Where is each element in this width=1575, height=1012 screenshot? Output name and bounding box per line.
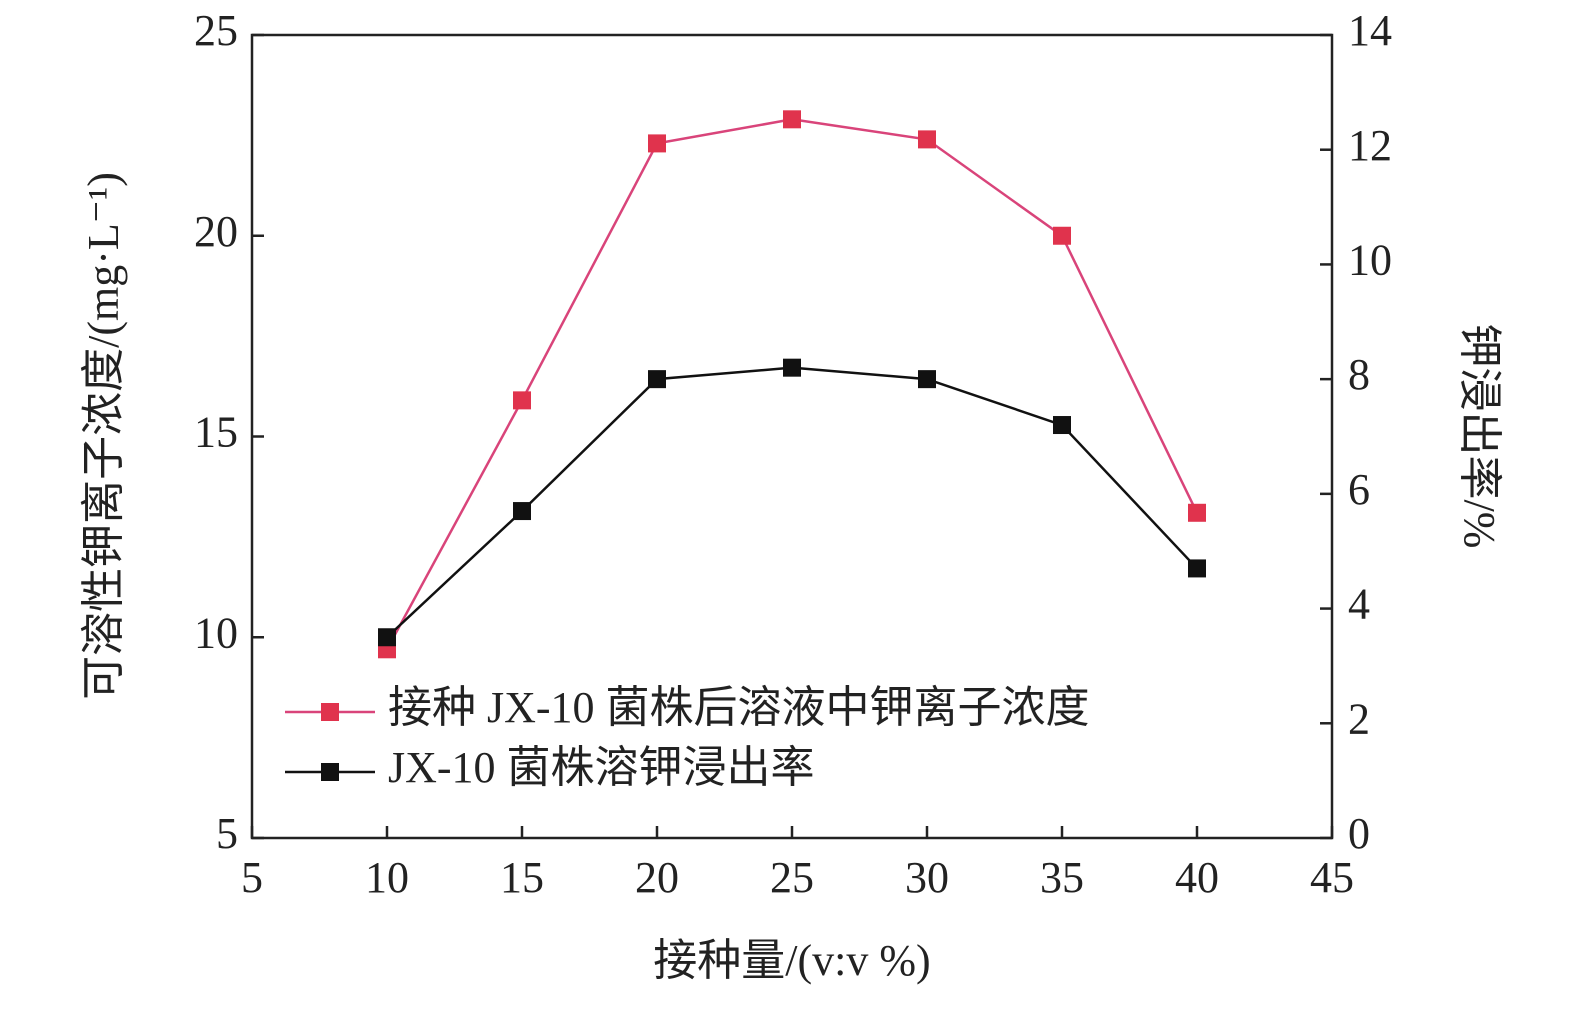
y2-tick-label: 2 (1348, 694, 1370, 743)
x-tick-label: 45 (1310, 853, 1354, 902)
y-tick-label: 20 (194, 207, 238, 256)
x-tick-label: 35 (1040, 853, 1084, 902)
y2-tick-label: 12 (1348, 121, 1392, 170)
y2-axis-label: 钾浸出率/% (1455, 324, 1504, 549)
point (783, 110, 801, 129)
series-line (386, 366, 1198, 639)
point (648, 370, 666, 389)
y-tick-label: 25 (194, 6, 238, 55)
x-tick-label: 20 (635, 853, 679, 902)
y2-tick-label: 8 (1348, 350, 1370, 399)
point (1188, 503, 1206, 522)
legend-label: 接种 JX-10 菌株后溶液中钾离子浓度 (388, 683, 1090, 732)
y-tick-label: 5 (216, 809, 238, 858)
point (513, 502, 531, 521)
point (1053, 416, 1071, 435)
legend-label: JX-10 菌株溶钾浸出率 (388, 743, 815, 792)
y2-tick-label: 10 (1348, 236, 1392, 285)
x-tick-label: 15 (500, 853, 544, 902)
y-tick-label: 15 (194, 408, 238, 457)
point (378, 628, 396, 647)
x-tick-label: 30 (905, 853, 949, 902)
y-axis-label: 可溶性钾离子浓度/(mg·L⁻¹) (79, 172, 128, 700)
y2-tick-label: 14 (1348, 6, 1392, 55)
point (513, 391, 531, 410)
point (918, 130, 936, 149)
x-axis-label: 接种量/(v:v %) (653, 936, 930, 985)
y2-tick-label: 0 (1348, 809, 1370, 858)
y2-tick-label: 6 (1348, 465, 1370, 514)
x-tick-label: 5 (241, 853, 263, 902)
x-tick-label: 10 (365, 853, 409, 902)
y-tick-label: 10 (194, 608, 238, 657)
legend-marker (321, 763, 339, 781)
point (783, 358, 801, 377)
series-line (385, 118, 1199, 650)
x-tick-label: 40 (1175, 853, 1219, 902)
point (648, 134, 666, 153)
x-tick-label: 25 (770, 853, 814, 902)
y2-tick-label: 4 (1348, 580, 1370, 629)
point (1053, 226, 1071, 245)
point (1188, 559, 1206, 578)
point (918, 370, 936, 389)
legend-marker (321, 703, 339, 721)
